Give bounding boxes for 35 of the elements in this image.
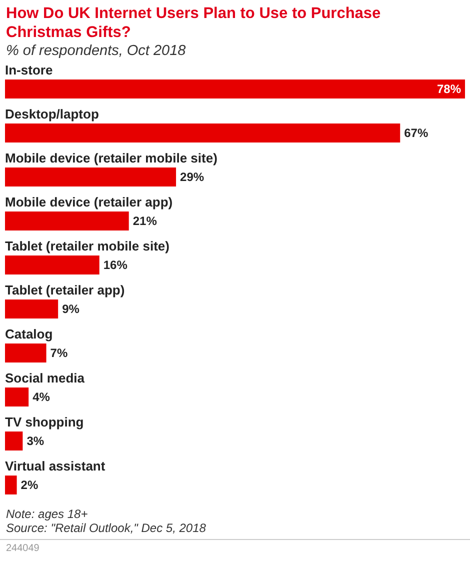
bar [5,124,400,142]
chart-subtitle: % of respondents, Oct 2018 [6,43,187,59]
y-tick-label: Virtual assistant [5,458,106,474]
bar [5,344,46,362]
data-label: 21% [132,214,158,228]
data-label: 2% [20,478,38,492]
y-tick-label: TV shopping [5,414,84,430]
y-tick-label: In-store [5,62,53,78]
data-label: 9% [62,302,80,316]
y-tick-label: Mobile device (retailer mobile site) [5,150,218,166]
data-label: 67% [404,126,428,140]
bar [5,168,176,186]
y-tick-label: Desktop/laptop [5,106,99,122]
data-label: 7% [50,346,68,360]
data-label: 78% [436,82,462,96]
bar [5,300,58,318]
y-tick-label: Tablet (retailer app) [5,282,125,298]
text: 244049 [6,543,40,554]
bar [5,388,29,406]
y-tick-label: Mobile device (retailer app) [5,194,173,210]
text: Note: ages 18+ [6,507,89,521]
bar [5,212,129,230]
bar [5,432,23,450]
source-note: Source: "Retail Outlook," Dec 5, 2018 [6,521,207,535]
bar [5,256,100,274]
data-label: 4% [32,390,50,404]
y-tick-label: Social media [5,370,86,386]
data-label: 16% [103,258,128,272]
y-tick-label: Catalog [5,326,53,342]
bar [5,80,465,98]
y-tick-label: Tablet (retailer mobile site) [5,238,170,254]
data-label: 3% [26,434,44,448]
chart-title: How Do UK Internet Users Plan to Use to Purchase Christmas Gifts? [6,4,382,42]
bar [5,476,17,494]
data-label: 29% [180,170,204,184]
